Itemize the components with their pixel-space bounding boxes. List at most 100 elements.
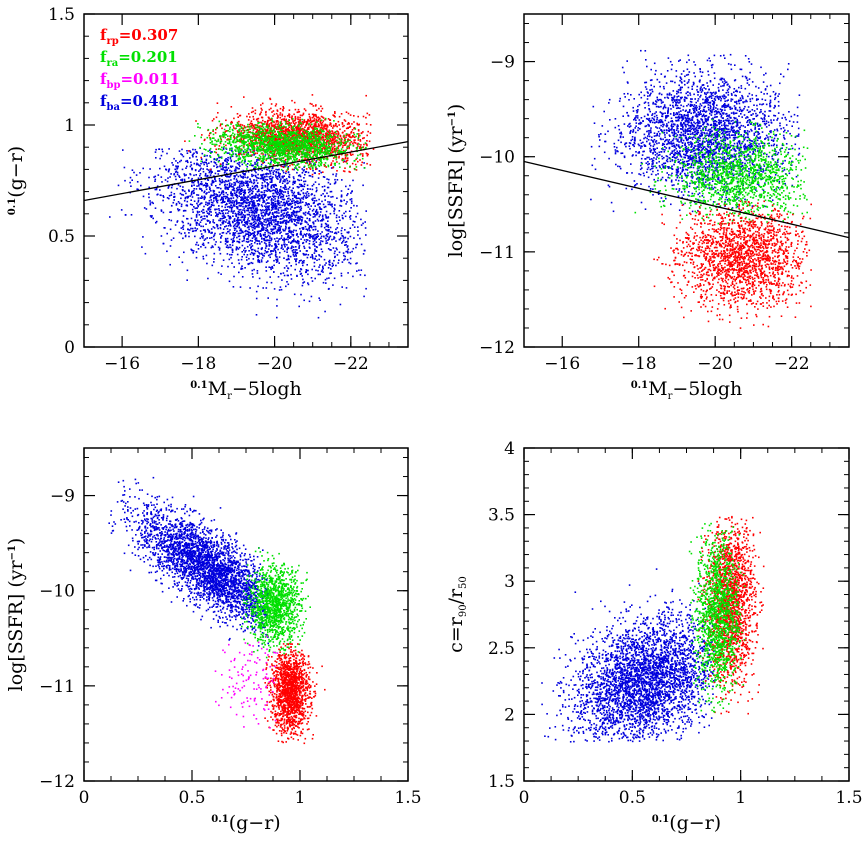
point-blue-active [344,255,346,258]
point-blue-active [302,282,304,284]
point-blue-active [199,169,201,171]
point-blue-active [301,197,303,199]
point-blue-active [181,220,184,223]
point-blue-active [331,265,334,268]
point-blue-active [277,178,279,180]
point-blue-active [255,205,257,207]
point-red-passive [268,108,271,111]
point-blue-active [222,163,224,165]
point-blue-active [300,230,302,233]
point-blue-active [221,181,224,184]
point-blue-active [365,210,367,212]
point-blue-active [268,196,271,199]
point-blue-active [247,263,249,265]
point-blue-active [180,153,182,155]
point-blue-active [224,212,227,215]
point-blue-active [207,169,210,171]
point-blue-active [261,257,264,259]
point-blue-active [208,170,211,173]
point-blue-active [318,266,320,268]
point-red-passive [277,124,279,126]
point-red-passive [305,124,307,127]
point-red-passive [280,124,282,126]
point-blue-active [261,177,264,179]
point-blue-active [294,253,297,256]
point-blue-active [133,171,135,174]
point-blue-active [244,221,247,224]
point-blue-active [288,237,291,239]
point-blue-active [314,215,316,218]
point-blue-active [299,215,302,218]
point-blue-active [260,259,263,261]
point-blue-active [281,204,283,207]
point-blue-active [334,182,337,184]
point-blue-active [253,167,255,170]
point-red-passive [184,140,186,142]
point-red-passive [330,163,333,166]
point-blue-active [240,211,243,213]
point-red-passive [304,157,306,159]
point-blue-active [270,179,273,181]
point-red-passive [363,137,365,139]
point-blue-active [148,193,150,195]
point-blue-active [345,240,348,243]
point-blue-active [325,210,328,213]
point-blue-active [331,203,333,205]
point-blue-active [280,237,283,239]
point-blue-active [249,222,252,225]
point-blue-active [253,212,256,215]
point-blue-active [244,182,246,184]
point-blue-active [255,314,258,316]
point-red-passive [359,146,362,149]
point-blue-active [200,197,203,199]
point-blue-active [248,257,250,260]
point-blue-active [270,266,272,269]
point-blue-active [194,227,196,229]
point-blue-active [201,235,203,238]
point-blue-active [204,172,207,175]
point-blue-active [288,194,290,197]
point-blue-active [212,219,215,221]
point-blue-active [249,287,251,289]
point-blue-active [302,170,305,172]
point-blue-active [162,242,165,245]
point-blue-active [290,241,293,244]
point-blue-active [207,209,210,211]
point-blue-active [297,211,299,213]
point-blue-active [237,248,240,250]
point-blue-active [140,184,142,187]
point-blue-active [239,229,241,232]
point-blue-active [238,209,240,211]
point-blue-active [254,174,257,177]
point-blue-active [251,185,254,188]
point-red-passive [322,128,324,131]
point-red-passive [230,106,233,108]
point-blue-active [237,213,240,216]
point-blue-active [253,252,256,255]
point-blue-active [183,209,186,212]
point-blue-active [264,178,267,181]
point-blue-active [279,204,281,207]
point-blue-active [202,161,204,164]
point-blue-active [244,173,246,175]
point-red-passive [334,137,336,140]
point-blue-active [177,209,180,212]
point-blue-active [220,187,222,190]
point-red-passive [353,139,355,142]
point-blue-active [273,259,275,262]
point-blue-active [178,256,180,258]
point-blue-active [229,223,231,225]
point-red-passive [365,116,367,119]
point-red-passive [273,121,275,124]
point-blue-active [327,248,330,250]
point-blue-active [222,191,225,194]
point-blue-active [246,259,248,261]
point-blue-active [227,212,229,214]
point-red-passive [305,133,308,135]
point-blue-active [311,176,314,178]
point-blue-active [302,252,305,255]
point-blue-active [282,198,285,201]
point-blue-active [175,202,178,205]
point-blue-active [160,176,163,178]
point-blue-active [232,189,235,191]
